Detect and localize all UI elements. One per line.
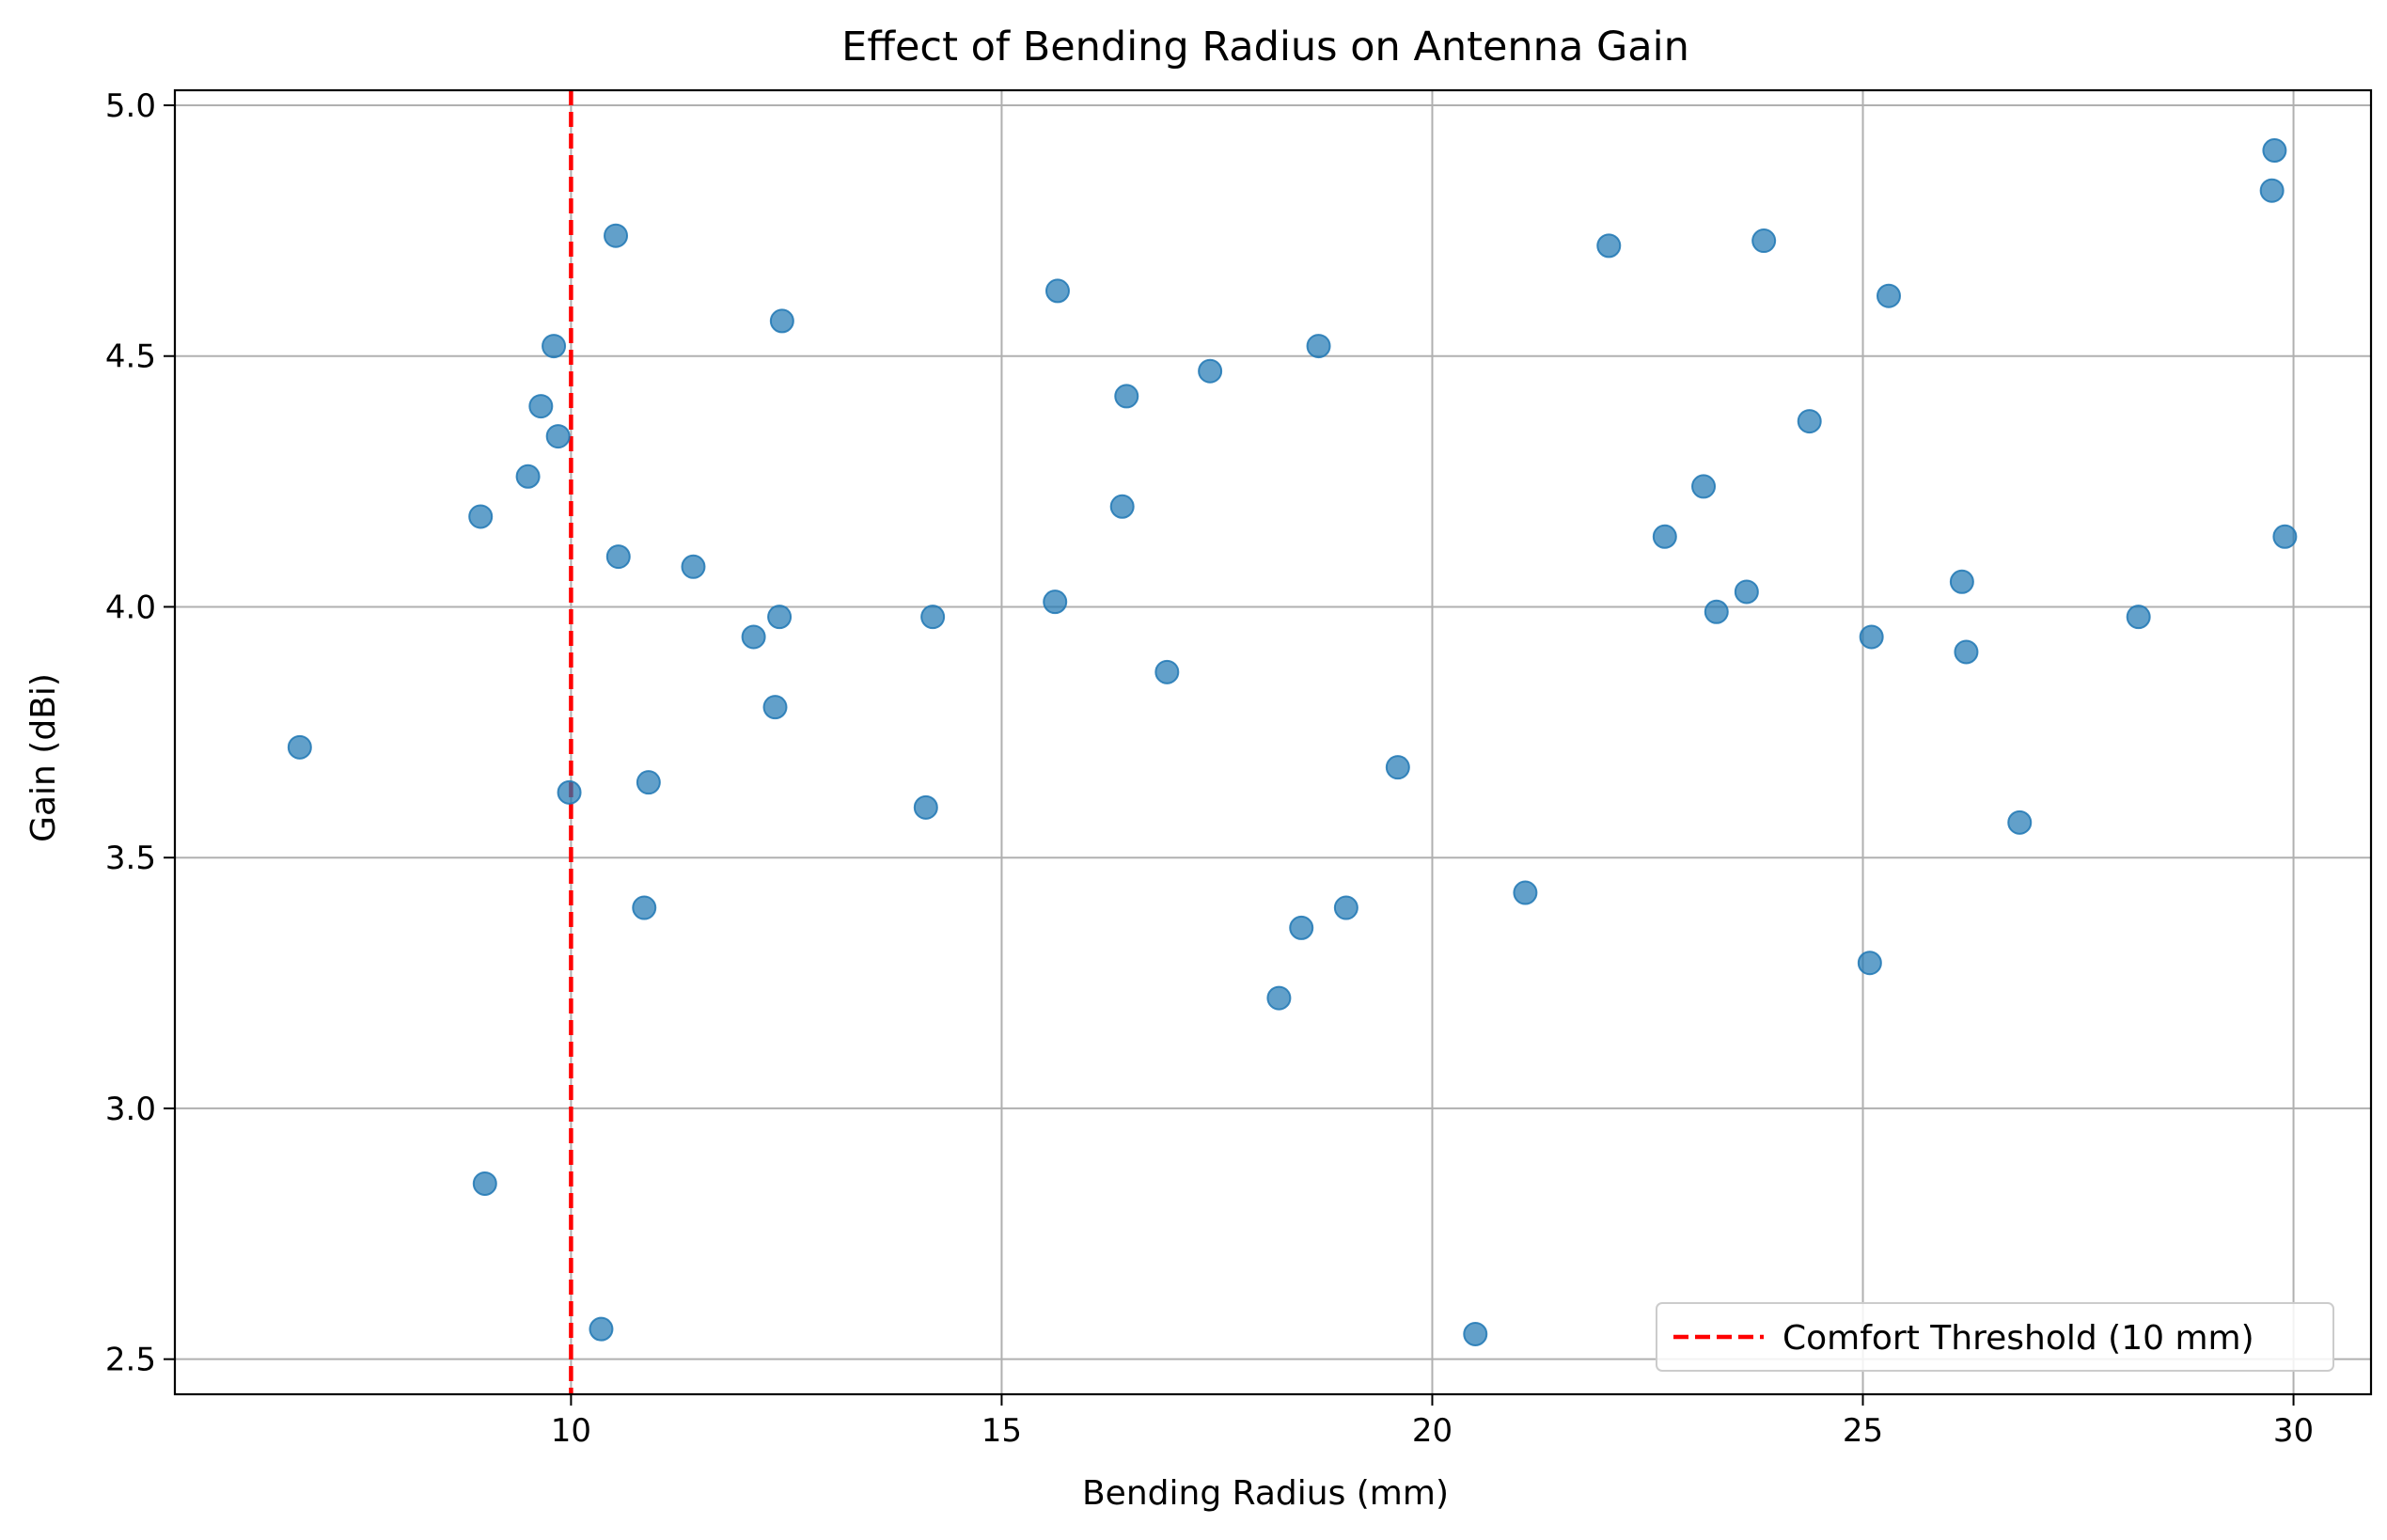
data-point	[1385, 755, 1410, 780]
data-point	[1797, 409, 1822, 434]
data-point	[1949, 569, 1974, 594]
data-point	[1154, 659, 1180, 684]
x-tick-label: 30	[2273, 1412, 2314, 1450]
y-tick-label: 2.5	[105, 1342, 156, 1379]
data-point	[769, 308, 794, 334]
data-point	[920, 605, 946, 630]
data-point	[1289, 915, 1314, 940]
data-point	[2007, 809, 2033, 835]
data-point	[1266, 985, 1292, 1011]
data-point	[762, 695, 788, 720]
x-axis-ticks: 10 15 20 25 30	[551, 1394, 2314, 1450]
legend-threshold-label: Comfort Threshold (10 mm)	[1782, 1319, 2254, 1358]
plot-frame	[173, 88, 2373, 1396]
data-point	[1513, 880, 1538, 905]
data-point	[2259, 178, 2285, 203]
data-point	[767, 605, 793, 630]
data-point	[913, 794, 938, 820]
data-point	[1954, 639, 1979, 665]
y-tick-label: 4.0	[105, 589, 156, 626]
data-point	[542, 334, 567, 359]
data-point	[1691, 474, 1717, 499]
data-point	[545, 424, 571, 449]
data-point	[1734, 579, 1759, 605]
data-point	[636, 770, 661, 795]
x-tick-label: 15	[981, 1412, 1022, 1450]
x-tick-label: 25	[1843, 1412, 1883, 1450]
data-point	[681, 554, 706, 579]
data-point	[1333, 895, 1358, 920]
data-point	[1704, 599, 1729, 624]
grid-lines	[175, 90, 2371, 1394]
x-tick-label: 10	[551, 1412, 591, 1450]
x-tick-label: 20	[1412, 1412, 1453, 1450]
legend-box	[1656, 1302, 2334, 1372]
y-tick-label: 4.5	[105, 338, 156, 376]
data-point	[604, 223, 629, 248]
legend: Comfort Threshold (10 mm)	[1656, 1302, 2334, 1372]
data-point	[472, 1171, 497, 1196]
data-point	[1859, 624, 1884, 650]
data-point	[2262, 138, 2287, 164]
data-point	[515, 464, 541, 489]
y-tick-label: 5.0	[105, 87, 156, 125]
data-point	[2126, 605, 2151, 630]
data-point	[1857, 951, 1882, 976]
data-point	[589, 1316, 614, 1342]
data-point	[557, 779, 582, 805]
data-point	[1596, 233, 1622, 259]
data-point	[468, 504, 494, 529]
data-point	[605, 544, 631, 570]
data-point	[1463, 1321, 1488, 1346]
y-tick-label: 3.5	[105, 840, 156, 877]
data-point	[2272, 524, 2298, 549]
chart-title: Effect of Bending Radius on Antenna Gain	[841, 24, 1689, 71]
data-point	[1043, 589, 1068, 615]
data-points	[287, 138, 2298, 1346]
x-axis-label: Bending Radius (mm)	[1082, 1474, 1449, 1513]
data-point	[1044, 278, 1070, 304]
data-point	[1306, 334, 1331, 359]
data-point	[741, 624, 766, 650]
data-point	[287, 734, 312, 760]
data-point	[1751, 228, 1777, 254]
data-point	[1109, 494, 1135, 519]
data-point	[1876, 283, 1901, 308]
y-axis-label: Gain (dBi)	[24, 673, 63, 842]
data-point	[632, 895, 657, 920]
data-point	[1198, 358, 1223, 384]
data-point	[1114, 384, 1139, 409]
data-point	[1652, 524, 1677, 549]
y-tick-label: 3.0	[105, 1091, 156, 1128]
data-point	[528, 394, 554, 419]
y-axis-ticks: 2.5 3.0 3.5 4.0 4.5 5.0	[105, 87, 175, 1379]
